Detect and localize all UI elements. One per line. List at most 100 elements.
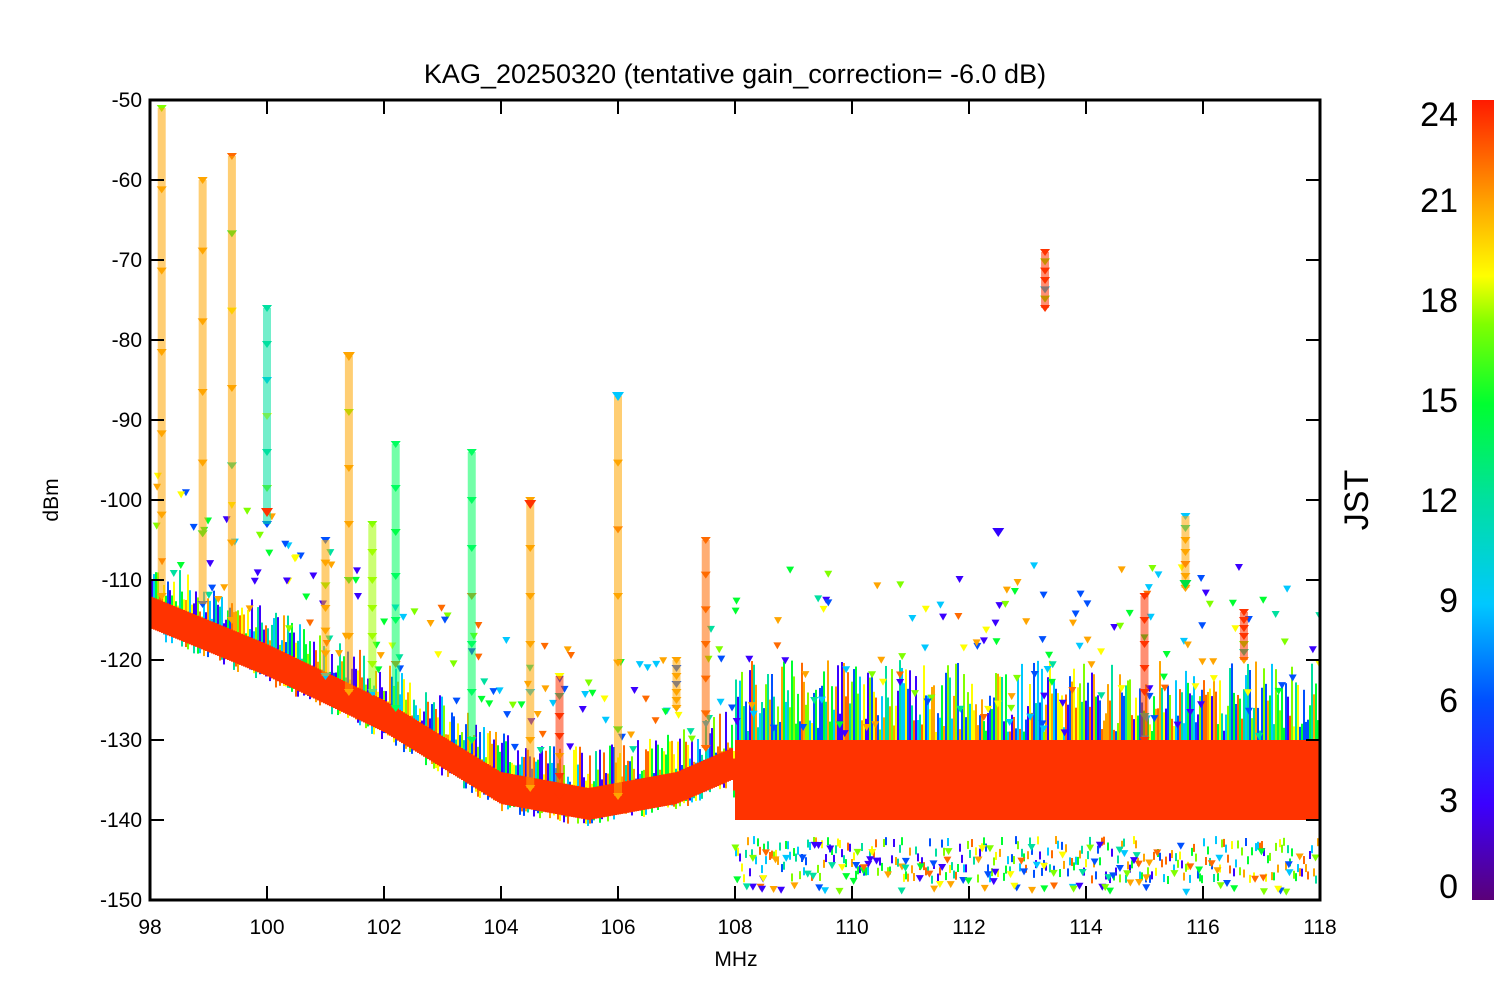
outlier-point: [879, 678, 888, 686]
outlier-point-low: [1274, 885, 1283, 893]
outlier-point-low: [1230, 885, 1239, 893]
outlier-point: [747, 702, 756, 710]
outlier-point: [731, 607, 740, 615]
outlier-point: [972, 639, 981, 647]
outlier-point: [921, 605, 930, 613]
outlier-point-low: [1213, 867, 1222, 875]
outlier-point: [449, 660, 458, 668]
outlier-point: [993, 700, 1002, 708]
signal-band: [157, 108, 166, 596]
outlier-point-low: [859, 867, 868, 875]
outlier-point-low: [1285, 869, 1294, 877]
outlier-point: [566, 743, 575, 751]
outlier-point-low: [758, 885, 767, 893]
outlier-point-low: [989, 878, 998, 886]
plot-marks: [150, 105, 1320, 896]
outlier-point: [1154, 571, 1163, 579]
outlier-point: [1198, 658, 1207, 666]
outlier-point-low: [983, 871, 992, 879]
x-tick-label: 108: [717, 916, 752, 939]
outlier-point-low: [935, 881, 944, 889]
outlier-point-low: [901, 857, 910, 865]
outlier-point: [774, 617, 783, 625]
outlier-point-low: [901, 864, 910, 872]
outlier-point-low: [1006, 871, 1015, 879]
x-tick-label: 110: [835, 916, 868, 939]
outlier-point: [480, 678, 489, 686]
outlier-point: [214, 596, 223, 604]
outlier-point: [984, 705, 993, 713]
outlier-point: [1060, 729, 1069, 737]
outlier-point: [495, 687, 504, 695]
outlier-point: [541, 685, 550, 693]
outlier-point-low: [1058, 851, 1067, 859]
colorbar-tick-label: 3: [1439, 782, 1458, 820]
outlier-point-low: [1120, 850, 1129, 858]
outlier-point: [250, 577, 259, 585]
outlier-point: [1228, 599, 1237, 607]
outlier-point-low: [1017, 857, 1026, 865]
outlier-point: [1038, 636, 1047, 644]
colorbar-tick-label: 6: [1439, 682, 1458, 720]
outlier-point-low: [938, 863, 947, 871]
isolated-point: [612, 392, 624, 401]
outlier-point: [485, 700, 494, 708]
outlier-point: [538, 730, 547, 738]
outlier-point: [1047, 678, 1056, 686]
y-tick-label: -110: [102, 569, 142, 592]
outlier-point: [896, 581, 905, 589]
outlier-point-low: [1040, 862, 1049, 870]
outlier-point-low: [769, 886, 778, 894]
outlier-point: [1002, 586, 1011, 594]
outlier-point: [871, 721, 880, 729]
outlier-point-low: [777, 886, 786, 894]
outlier-point: [502, 636, 511, 644]
outlier-point: [1244, 707, 1253, 715]
outlier-point-low: [944, 848, 953, 856]
outlier-point: [302, 593, 311, 601]
outlier-point-low: [1115, 864, 1124, 872]
x-tick-label: 112: [952, 916, 985, 939]
outlier-point: [1196, 701, 1205, 709]
signal-band: [701, 540, 710, 748]
outlier-point-low: [1032, 861, 1041, 869]
outlier-point-low: [1142, 884, 1151, 892]
outlier-point: [817, 696, 826, 704]
outlier-point-low: [974, 856, 983, 864]
outlier-point: [1288, 674, 1297, 682]
outlier-point: [936, 601, 945, 609]
outlier-point: [1022, 618, 1031, 626]
outlier-point: [877, 656, 886, 664]
outlier-point: [296, 552, 305, 560]
outlier-point: [1162, 651, 1171, 659]
outlier-point: [1013, 578, 1022, 586]
outlier-point: [245, 605, 254, 613]
outlier-point-low: [1104, 874, 1113, 882]
signal-band: [263, 308, 271, 524]
x-tick-label: 98: [138, 916, 161, 939]
outlier-point: [661, 708, 670, 716]
outlier-point-low: [859, 864, 868, 872]
outlier-point: [1026, 713, 1035, 721]
outlier-point: [908, 615, 917, 623]
outlier-point-low: [915, 875, 924, 883]
outlier-point: [687, 735, 696, 743]
colorbar-tick-label: 24: [1420, 96, 1458, 134]
outlier-point: [306, 619, 315, 627]
outlier-point: [842, 666, 851, 674]
outlier-point-low: [828, 862, 837, 870]
signal-band: [344, 356, 353, 692]
outlier-point: [517, 701, 526, 709]
outlier-point: [1058, 699, 1067, 707]
outlier-point: [265, 549, 274, 557]
outlier-point-low: [1095, 841, 1104, 849]
outlier-point-low: [1207, 860, 1216, 868]
outlier-point: [1069, 619, 1077, 627]
outlier-point: [1144, 584, 1153, 592]
colorbar-tick-label: 9: [1439, 582, 1458, 620]
outlier-point: [376, 652, 385, 660]
outlier-point: [600, 695, 609, 703]
outlier-point-low: [815, 884, 824, 892]
outlier-point: [1197, 574, 1206, 582]
outlier-point: [651, 717, 660, 725]
